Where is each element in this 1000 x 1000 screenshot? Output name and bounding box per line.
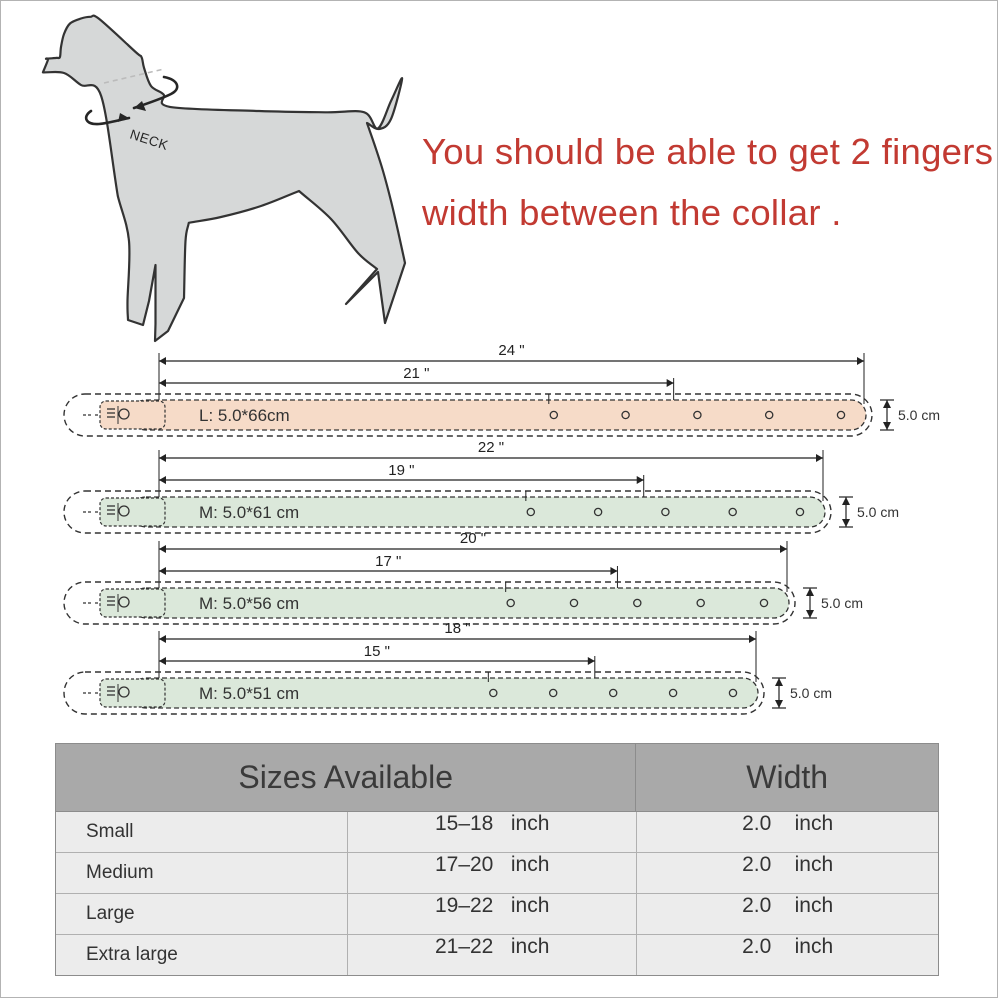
svg-text:19 ": 19 " xyxy=(388,462,414,479)
svg-text:21 ": 21 " xyxy=(403,365,429,382)
svg-text:5.0 cm: 5.0 cm xyxy=(898,407,940,423)
svg-text:15 ": 15 " xyxy=(364,643,390,660)
svg-text:18 ": 18 " xyxy=(444,620,470,637)
svg-text:5.0 cm: 5.0 cm xyxy=(821,595,863,611)
svg-text:M: 5.0*56 cm: M: 5.0*56 cm xyxy=(199,594,299,613)
svg-text:20 ": 20 " xyxy=(460,530,486,547)
svg-text:M: 5.0*61 cm: M: 5.0*61 cm xyxy=(199,503,299,522)
svg-text:M: 5.0*51 cm: M: 5.0*51 cm xyxy=(199,684,299,703)
svg-text:24 ": 24 " xyxy=(498,342,524,359)
svg-text:L: 5.0*66cm: L: 5.0*66cm xyxy=(199,406,290,425)
svg-text:22 ": 22 " xyxy=(478,439,504,456)
svg-text:17 ": 17 " xyxy=(375,553,401,570)
svg-text:5.0 cm: 5.0 cm xyxy=(857,504,899,520)
svg-text:5.0 cm: 5.0 cm xyxy=(790,685,832,701)
